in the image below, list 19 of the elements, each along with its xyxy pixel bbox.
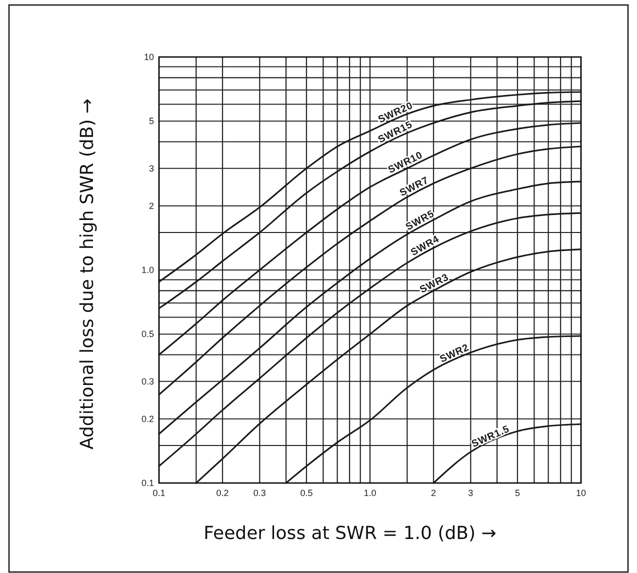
x-tick-label: 0.3 [253, 488, 266, 498]
x-tick-label: 5 [514, 488, 520, 498]
y-tick-label: 10 [144, 52, 154, 62]
x-tick-label: 1.0 [364, 488, 376, 498]
x-tick-label: 0.5 [300, 488, 313, 498]
y-tick-label: 3 [148, 163, 154, 174]
y-tick-label: 0.2 [141, 414, 154, 424]
x-tick-label: 10 [576, 488, 586, 498]
y-tick-label: 0.1 [141, 478, 154, 488]
x-tick-label: 0.2 [216, 488, 229, 498]
y-tick-label: 1.0 [141, 265, 154, 275]
y-tick-label: 5 [148, 116, 154, 126]
y-tick-label: 2 [148, 200, 154, 211]
y-tick-label: 0.5 [141, 329, 154, 340]
x-tick-label: 3 [468, 488, 474, 498]
y-tick-label: 0.3 [141, 376, 154, 386]
x-tick-label: 2 [431, 488, 436, 498]
y-axis-title: Additional loss due to high SWR (dB) → [77, 98, 98, 450]
x-axis-title: Feeder loss at SWR = 1.0 (dB) → [204, 523, 496, 544]
